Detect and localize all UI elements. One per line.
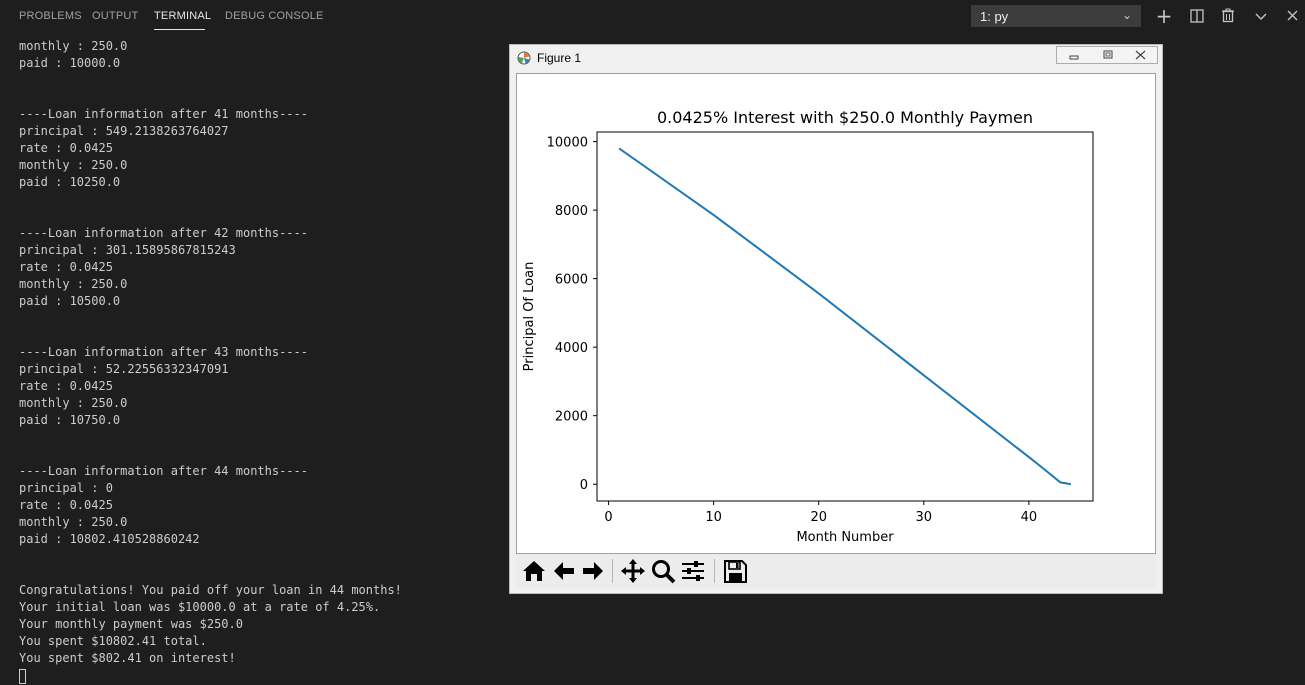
pan-icon[interactable] [619, 557, 647, 585]
terminal-line [19, 446, 499, 463]
tab-output[interactable]: OUTPUT [92, 10, 139, 22]
y-tick-label: 0 [580, 478, 588, 493]
terminal-line: rate : 0.0425 [19, 141, 113, 155]
toolbar-separator [714, 559, 715, 583]
chart-title: 0.0425% Interest with $250.0 Monthly Pay… [657, 108, 1033, 127]
terminal-line: ----Loan information after 44 months---- [19, 464, 308, 478]
terminal-line [19, 327, 499, 344]
terminal-line: principal : 549.2138263764027 [19, 124, 229, 138]
terminal-line: paid : 10500.0 [19, 294, 121, 308]
y-axis-label: Principal Of Loan [522, 262, 537, 372]
minimize-button[interactable] [1057, 47, 1090, 63]
y-tick-label: 6000 [555, 273, 588, 288]
figure-toolbar [516, 554, 1156, 588]
terminal-line [19, 72, 499, 89]
y-tick-label: 2000 [555, 410, 588, 425]
terminal-line: monthly : 250.0 [19, 39, 128, 53]
terminal-line: You spent $10802.41 total. [19, 634, 207, 648]
terminal-line: ----Loan information after 41 months---- [19, 107, 308, 121]
terminal-line: paid : 10250.0 [19, 175, 121, 189]
terminal-line [19, 565, 499, 582]
chevron-down-icon: ⌄ [1121, 8, 1132, 22]
terminal-line [19, 310, 499, 327]
x-axis-label: Month Number [796, 530, 894, 545]
save-icon[interactable] [721, 557, 749, 585]
figure-window[interactable]: Figure 1 0.0425% Interest with $250.0 Mo… [509, 44, 1163, 594]
forward-arrow-icon[interactable] [579, 557, 607, 585]
terminal-line [19, 89, 499, 106]
y-tick-label: 8000 [555, 204, 588, 219]
matplotlib-icon [517, 51, 531, 65]
terminal-line: Congratulations! You paid off your loan … [19, 583, 402, 597]
series-line [618, 147, 1072, 486]
panel-tab-bar: PROBLEMS OUTPUT TERMINAL DEBUG CONSOLE 1… [0, 0, 1305, 34]
terminal-line: monthly : 250.0 [19, 277, 128, 291]
x-tick-label: 40 [1021, 510, 1038, 525]
line-chart: 0.0425% Interest with $250.0 Monthly Pay… [522, 108, 1094, 545]
tab-debug-console[interactable]: DEBUG CONSOLE [225, 10, 324, 22]
terminal-cursor [19, 669, 26, 684]
close-window-button[interactable] [1124, 47, 1157, 63]
terminal-line: paid : 10000.0 [19, 56, 121, 70]
terminal-line [19, 208, 499, 225]
terminal-line: You spent $802.41 on interest! [19, 651, 236, 665]
terminal-line: monthly : 250.0 [19, 515, 128, 529]
tab-terminal[interactable]: TERMINAL [154, 10, 212, 22]
y-tick-label: 4000 [555, 341, 588, 356]
terminal-line: Your monthly payment was $250.0 [19, 617, 243, 631]
x-tick-label: 10 [705, 510, 722, 525]
terminal-line: ----Loan information after 43 months---- [19, 345, 308, 359]
terminal-select[interactable]: 1: py ⌄ [971, 5, 1141, 27]
terminal-line: rate : 0.0425 [19, 260, 113, 274]
x-tick-label: 30 [916, 510, 933, 525]
terminal-line: principal : 301.15895867815243 [19, 243, 236, 257]
active-tab-indicator [154, 29, 205, 30]
x-tick-label: 20 [810, 510, 827, 525]
chevron-down-icon[interactable] [1250, 5, 1272, 27]
terminal-line: ----Loan information after 42 months---- [19, 226, 308, 240]
zoom-icon[interactable] [649, 557, 677, 585]
terminal-line: monthly : 250.0 [19, 396, 128, 410]
split-terminal-icon[interactable] [1186, 5, 1208, 27]
configure-subplots-icon[interactable] [679, 557, 707, 585]
terminal-line: monthly : 250.0 [19, 158, 128, 172]
terminal-line: rate : 0.0425 [19, 379, 113, 393]
window-controls [1056, 46, 1158, 64]
close-icon[interactable] [1281, 5, 1303, 27]
home-icon[interactable] [520, 557, 548, 585]
terminal-select-value: 1: py [980, 9, 1009, 24]
y-tick-label: 10000 [547, 136, 588, 151]
plus-icon[interactable]: + [1155, 4, 1173, 28]
maximize-button[interactable] [1091, 47, 1124, 63]
terminal-output[interactable]: monthly : 250.0 paid : 10000.0 ----Loan in… [19, 38, 499, 667]
figure-titlebar[interactable]: Figure 1 [510, 45, 1162, 72]
terminal-line: principal : 52.22556332347091 [19, 362, 229, 376]
figure-title: Figure 1 [537, 51, 582, 65]
toolbar-separator [612, 559, 613, 583]
terminal-line [19, 191, 499, 208]
x-tick-label: 0 [604, 510, 612, 525]
terminal-line: Your initial loan was $10000.0 at a rate… [19, 600, 381, 614]
terminal-line: rate : 0.0425 [19, 498, 113, 512]
terminal-line: paid : 10802.410528860242 [19, 532, 200, 546]
back-arrow-icon[interactable] [550, 557, 578, 585]
plot-canvas[interactable]: 0.0425% Interest with $250.0 Monthly Pay… [516, 73, 1156, 554]
terminal-line: principal : 0 [19, 481, 113, 495]
trash-icon[interactable] [1217, 5, 1239, 27]
axes-frame [596, 131, 1094, 502]
terminal-line [19, 429, 499, 446]
tab-problems[interactable]: PROBLEMS [19, 10, 82, 22]
terminal-line [19, 548, 499, 565]
terminal-line: paid : 10750.0 [19, 413, 121, 427]
